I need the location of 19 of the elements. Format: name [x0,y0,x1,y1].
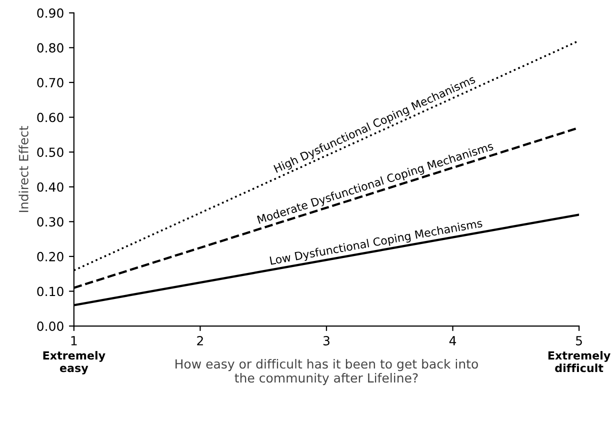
y-tick-label: 0.80 [37,43,64,53]
x-tick-label: 2 [197,336,203,346]
text: Extremely difficult [548,351,610,372]
y-axis-title: Indirect Effect [18,126,28,212]
y-tick-label: 0.60 [37,112,64,122]
x-tick-label: 1 [71,336,77,346]
text: Extremely easy [43,351,106,374]
x-tick-label: 5 [576,336,582,346]
y-tick-label: 0.30 [37,217,64,227]
y-tick-label: 0.00 [37,322,64,331]
y-tick-label: 0.50 [37,148,64,157]
x-tick-label: 3 [323,336,330,346]
y-tick-label: 0.10 [37,286,64,296]
x-axis-title: How easy or difficult has it been to get back into the community after Lifeline? [176,358,478,386]
y-tick-label: 0.40 [37,182,64,192]
x-tick-label: 4 [449,336,456,346]
y-tick-label: 0.90 [37,8,64,18]
y-tick-label: 0.70 [37,78,64,88]
y-tick-label: 0.20 [37,252,64,262]
